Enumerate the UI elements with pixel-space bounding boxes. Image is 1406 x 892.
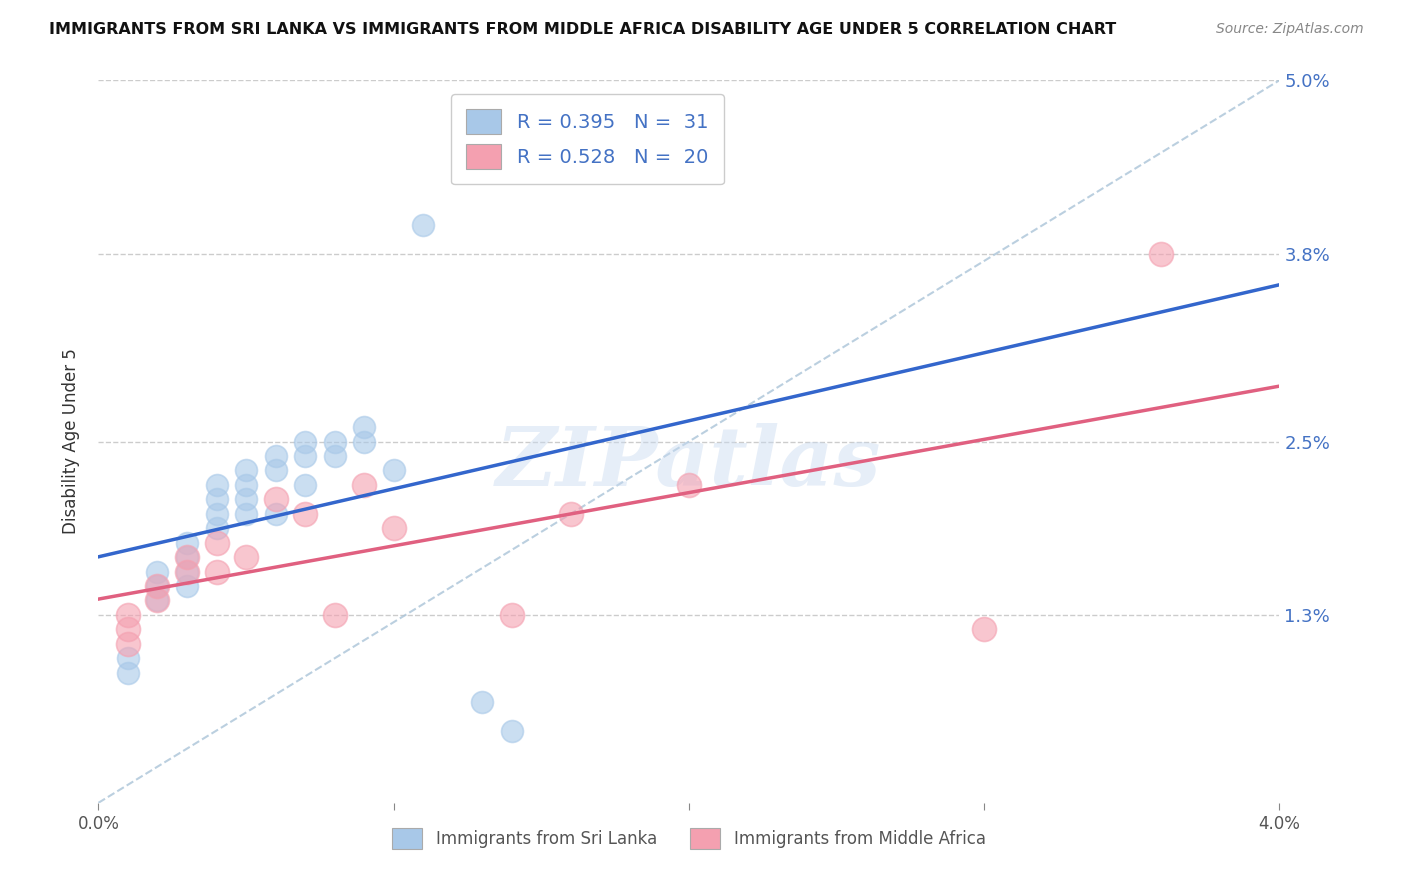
Point (117, 607, 139, 622)
Point (471, 695, 494, 709)
Point (294, 507, 316, 521)
Point (146, 565, 169, 579)
Point (176, 535, 198, 549)
Point (294, 449, 316, 463)
Point (205, 565, 228, 579)
Point (264, 492, 287, 507)
Point (146, 593, 169, 607)
Point (973, 623, 995, 637)
Point (294, 478, 316, 492)
Point (382, 463, 405, 477)
Point (353, 478, 375, 492)
Point (117, 651, 139, 665)
Point (382, 521, 405, 535)
Point (117, 623, 139, 637)
Point (501, 723, 523, 738)
Point (176, 550, 198, 565)
Text: IMMIGRANTS FROM SRI LANKA VS IMMIGRANTS FROM MIDDLE AFRICA DISABILITY AGE UNDER : IMMIGRANTS FROM SRI LANKA VS IMMIGRANTS … (49, 22, 1116, 37)
Point (412, 218, 434, 232)
Point (176, 550, 198, 565)
Point (235, 492, 257, 507)
Point (146, 579, 169, 593)
Point (323, 434, 346, 449)
Point (146, 579, 169, 593)
Point (501, 607, 523, 622)
Point (146, 593, 169, 607)
Point (678, 478, 700, 492)
Y-axis label: Disability Age Under 5: Disability Age Under 5 (62, 349, 80, 534)
Point (176, 565, 198, 579)
Point (323, 449, 346, 463)
Point (264, 507, 287, 521)
Point (1150, 246, 1173, 260)
Point (353, 420, 375, 434)
Point (323, 607, 346, 622)
Point (205, 478, 228, 492)
Point (560, 507, 582, 521)
Text: Source: ZipAtlas.com: Source: ZipAtlas.com (1216, 22, 1364, 37)
Legend: Immigrants from Sri Lanka, Immigrants from Middle Africa: Immigrants from Sri Lanka, Immigrants fr… (385, 822, 993, 856)
Point (264, 463, 287, 477)
Point (235, 507, 257, 521)
Point (117, 637, 139, 651)
Point (205, 535, 228, 549)
Point (235, 550, 257, 565)
Point (264, 449, 287, 463)
Point (205, 492, 228, 507)
Text: ZIPatlas: ZIPatlas (496, 423, 882, 503)
Point (176, 565, 198, 579)
Point (205, 507, 228, 521)
Point (235, 463, 257, 477)
Point (176, 579, 198, 593)
Point (353, 434, 375, 449)
Point (117, 665, 139, 680)
Point (205, 521, 228, 535)
Point (235, 478, 257, 492)
Point (294, 434, 316, 449)
